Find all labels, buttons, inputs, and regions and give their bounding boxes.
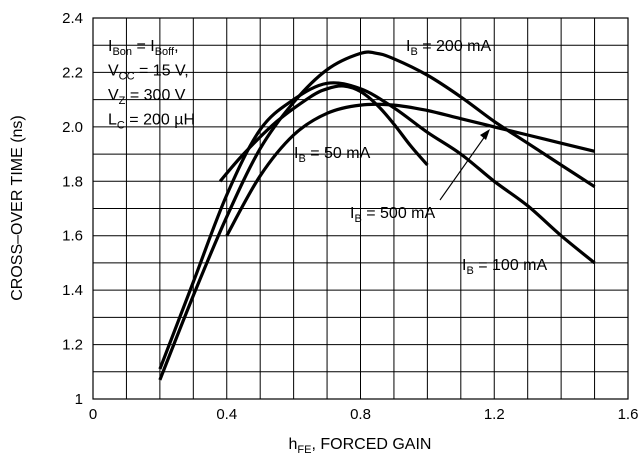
series-label-ib-50-ma: IB = 50 mA [294,145,371,165]
x-tick-label: 0.4 [216,406,237,423]
series-label-ib-200-ma: IB = 200 mA [406,38,492,58]
condition-line: IBon = IBoff, [108,38,179,58]
condition-line: VCC = 15 V, [108,63,189,83]
curve-ib-200-ma [158,50,596,381]
x-axis-label-main: h [289,436,298,453]
curve-ib-50-ma [218,84,429,183]
y-tick-label: 2.0 [62,119,83,136]
x-tick-label: 1.2 [484,406,505,423]
series-labels: IB = 200 mA IB = 50 mA IB = 500 mA IB = 100… [294,38,548,277]
x-tick-label: 1.6 [618,406,639,423]
x-axis-label-rest: , FORCED GAIN [311,436,431,453]
condition-line: VZ = 300 V [108,87,186,107]
grid [93,18,628,399]
x-tick-label: 0.8 [350,406,371,423]
y-tick-label: 1.2 [62,337,83,354]
curve-ib-500-ma [225,102,595,237]
condition-line: LC = 200 µH [108,112,195,132]
annotation-arrowhead-500ma [480,129,490,140]
y-tick-label: 2.4 [62,10,83,27]
y-tick-label: 1.8 [62,173,83,190]
y-tick-label: 1.6 [62,228,83,245]
y-axis-label: CROSS–OVER TIME (ns) [9,115,26,301]
x-axis-label: hFE, FORCED GAIN [289,436,432,456]
test-conditions: IBon = IBoff, VCC = 15 V, VZ = 300 V LC = 2… [108,38,195,132]
y-tick-label: 1.4 [62,282,83,299]
x-tick-labels: 0 0.4 0.8 1.2 1.6 [89,406,639,423]
y-tick-label: 1 [75,391,83,408]
series-label-ib-100-ma: IB = 100 mA [462,257,548,277]
x-tick-label: 0 [89,406,97,423]
y-tick-label: 2.2 [62,64,83,81]
y-tick-labels: 1 1.2 1.4 1.6 1.8 2.0 2.2 2.4 [62,10,83,408]
series-curves [158,50,596,381]
x-axis-label-sub: FE [297,444,311,456]
curve-ib-100-ma [158,81,596,370]
plot-frame [92,17,629,400]
annotation-arrow-500ma [439,131,489,201]
series-label-ib-500-ma: IB = 500 mA [350,205,436,225]
